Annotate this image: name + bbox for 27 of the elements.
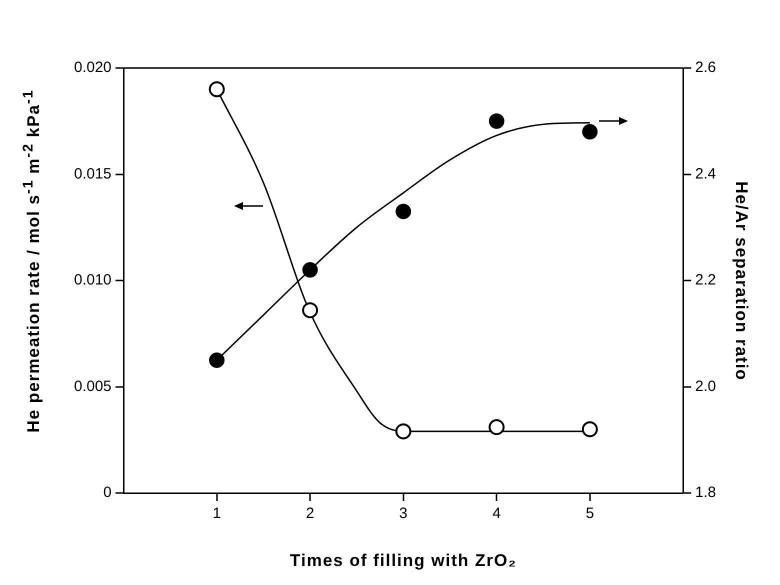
x-tick-label: 4	[492, 505, 501, 522]
point	[302, 302, 318, 318]
point	[582, 124, 598, 140]
x-tick-label: 1	[212, 505, 221, 522]
y2-tick-label: 2.0	[695, 378, 716, 395]
y-tick-label: 0.010	[74, 272, 112, 289]
x-tick-label: 5	[586, 505, 594, 522]
y2-tick-label: 2.2	[695, 272, 716, 289]
y2-tick-label: 1.8	[695, 484, 716, 502]
point	[395, 423, 412, 440]
point	[209, 352, 225, 368]
y2-tick-label: 2.4	[695, 165, 716, 182]
y-tick-label: 0	[103, 484, 112, 502]
point	[208, 81, 225, 98]
point	[582, 421, 598, 438]
x-tick-label: 2	[306, 505, 314, 522]
y2-axis-title: He/Ar separation ratio	[732, 180, 752, 380]
y-tick-label: 0.020	[74, 59, 112, 76]
y-tick-label: 0.005	[74, 378, 112, 395]
point	[488, 419, 505, 436]
x-axis-title: Times of filling with ZrO₂	[290, 551, 517, 570]
x-tick-label: 3	[399, 505, 408, 522]
point	[302, 262, 318, 278]
point	[488, 113, 504, 129]
point	[396, 204, 412, 220]
y2-tick-label: 2.6	[695, 59, 716, 76]
y-tick-label: 0.015	[74, 165, 112, 182]
